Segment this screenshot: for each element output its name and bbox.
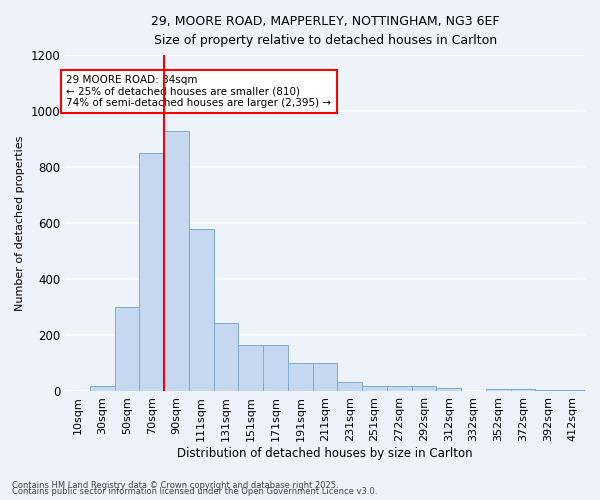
Bar [337,382,362,392]
Bar [362,386,387,392]
Title: 29, MOORE ROAD, MAPPERLEY, NOTTINGHAM, NG3 6EF
Size of property relative to deta: 29, MOORE ROAD, MAPPERLEY, NOTTINGHAM, N… [151,15,499,47]
Bar [486,388,511,392]
Bar [164,131,189,392]
Text: 29 MOORE ROAD: 84sqm
← 25% of detached houses are smaller (810)
74% of semi-deta: 29 MOORE ROAD: 84sqm ← 25% of detached h… [67,74,332,108]
Text: Contains public sector information licensed under the Open Government Licence v3: Contains public sector information licen… [12,487,377,496]
Text: Contains HM Land Registry data © Crown copyright and database right 2025.: Contains HM Land Registry data © Crown c… [12,481,338,490]
Bar [511,388,535,392]
Bar [412,386,436,392]
Bar [436,388,461,392]
Bar [263,345,288,392]
Bar [387,386,412,392]
Bar [560,390,585,392]
Y-axis label: Number of detached properties: Number of detached properties [15,136,25,311]
X-axis label: Distribution of detached houses by size in Carlton: Distribution of detached houses by size … [177,447,473,460]
Bar [139,153,164,392]
Bar [214,323,238,392]
Bar [189,229,214,392]
Bar [313,364,337,392]
Bar [535,390,560,392]
Bar [238,345,263,392]
Bar [115,308,139,392]
Bar [288,364,313,392]
Bar [90,386,115,392]
